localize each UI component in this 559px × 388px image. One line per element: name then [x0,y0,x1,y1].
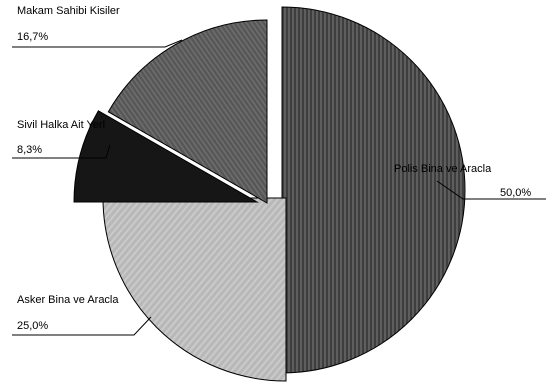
slice-makam [107,19,268,204]
slice-label-asker: Asker Bina ve Aracla [17,294,119,306]
slice-polis [281,6,466,374]
slice-sivil [73,110,259,203]
slice-pct-makam: 16,7% [17,31,48,43]
leader-makam [12,39,183,48]
leader-polis [436,180,546,200]
slice-pct-polis: 50,0% [500,187,531,199]
leader-lines [12,39,546,336]
leader-sivil [12,144,111,159]
slice-label-sivil: Sivil Halka Ait Yerl [17,119,105,131]
slice-pct-sivil: 8,3% [17,144,42,156]
pie-slices [73,6,466,382]
slice-label-polis: Polis Bina ve Aracla [394,163,492,175]
slice-pct-asker: 25,0% [17,320,48,332]
leader-asker [12,316,152,336]
slice-asker [102,197,287,382]
slice-label-makam: Makam Sahibi Kisiler [17,5,120,17]
